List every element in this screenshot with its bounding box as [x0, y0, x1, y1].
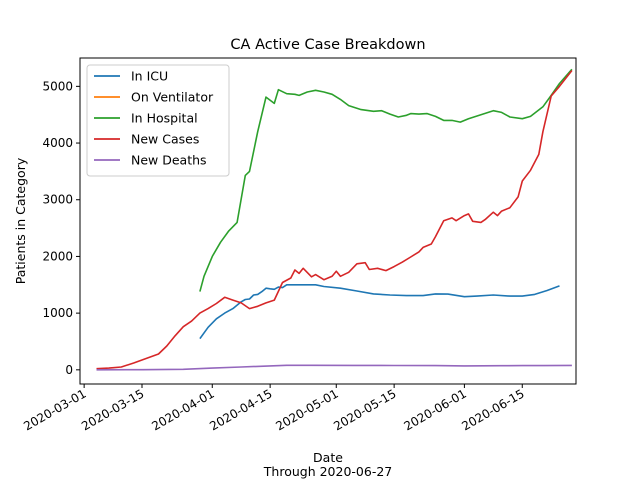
y-axis-label: Patients in Category — [13, 157, 28, 284]
x-axis-label: Date — [313, 450, 343, 465]
legend-label: In ICU — [131, 69, 168, 84]
series-line-in-icu — [199, 284, 560, 340]
legend-box — [86, 64, 230, 177]
series-line-new-deaths — [96, 364, 572, 371]
y-tick-label: 2000 — [42, 249, 73, 263]
y-tick-label: 4000 — [42, 136, 73, 150]
y-tick-label: 0 — [65, 363, 73, 377]
axes-frame — [79, 57, 577, 385]
x-axis-sublabel: Through 2020-06-27 — [263, 464, 392, 479]
series-line-in-hospital — [199, 68, 573, 292]
legend-label: On Ventilator — [131, 90, 214, 105]
y-axis: 0 1000 2000 3000 4000 5000 — [42, 79, 80, 377]
y-tick-label: 1000 — [42, 306, 73, 320]
plot-area — [96, 68, 573, 371]
y-tick-label: 3000 — [42, 193, 73, 207]
legend-label: In Hospital — [131, 111, 198, 126]
legend: In ICU On Ventilator In Hospital New Cases N… — [86, 64, 230, 177]
legend-label: New Cases — [131, 132, 199, 147]
chart-title: CA Active Case Breakdown — [230, 37, 425, 53]
series-line-new-cases — [96, 70, 573, 370]
legend-label: New Deaths — [131, 153, 207, 168]
y-tick-label: 5000 — [42, 79, 73, 93]
